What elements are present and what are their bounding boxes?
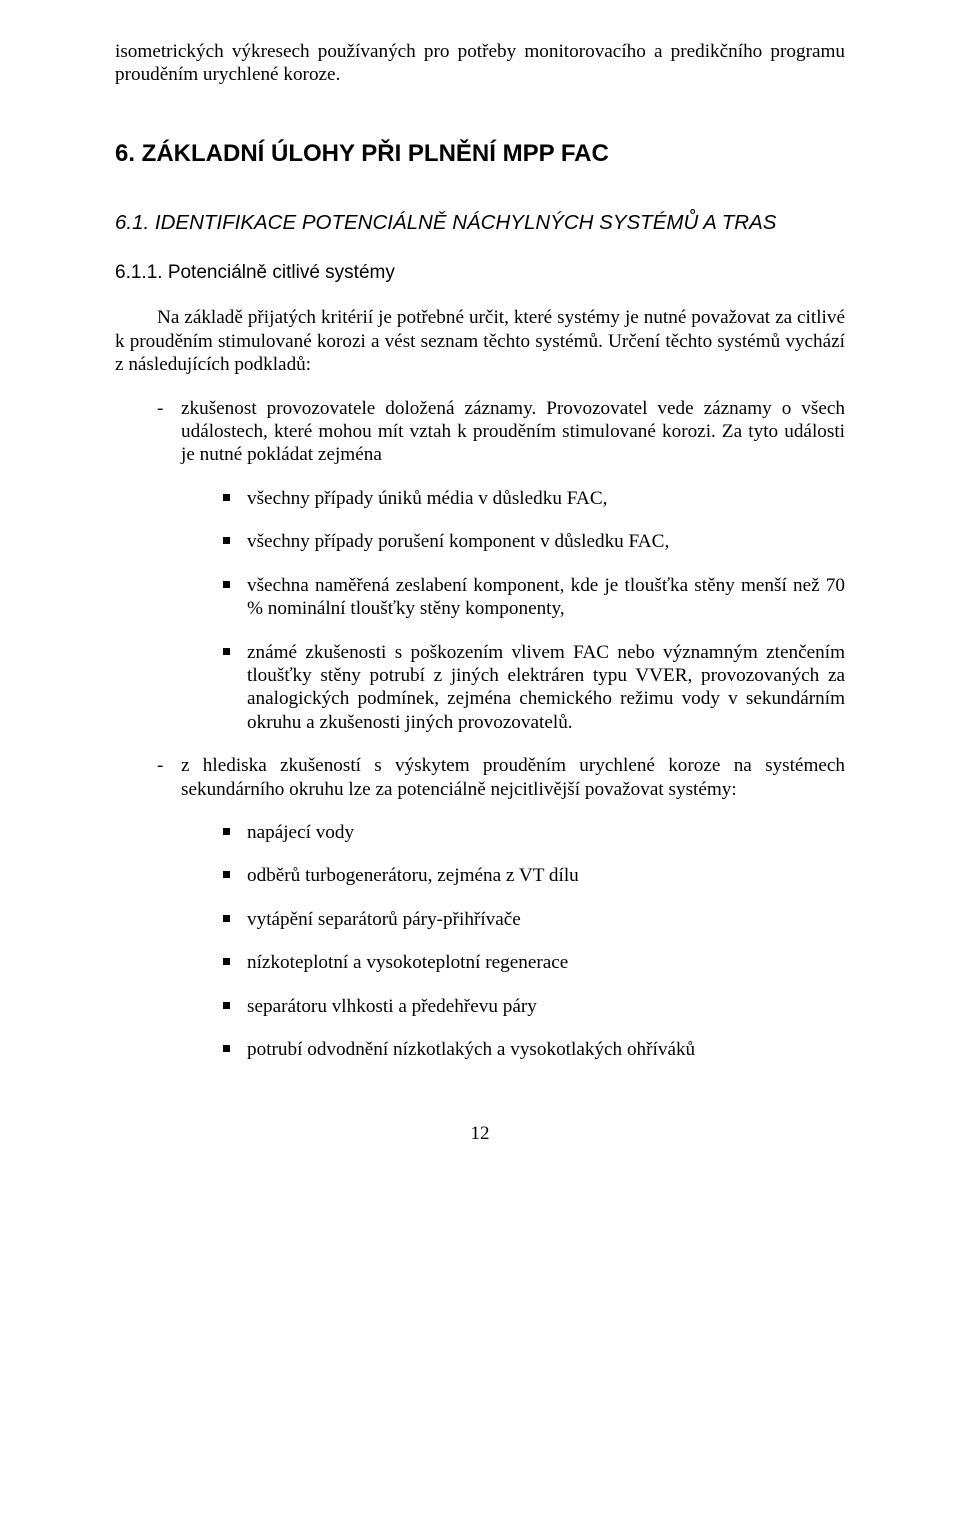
square-list: všechny případy úniků média v důsledku F… (181, 487, 845, 734)
list-item: všechny případy úniků média v důsledku F… (223, 487, 845, 510)
intro-paragraph: isometrických výkresech používaných pro … (115, 40, 845, 87)
list-item: všechny případy porušení komponent v důs… (223, 530, 845, 553)
list-item: nízkoteplotní a vysokoteplotní regenerac… (223, 951, 845, 974)
body-paragraph: Na základě přijatých kritérií je potřebn… (115, 306, 845, 376)
heading-3: 6.1.1. Potenciálně citlivé systémy (115, 261, 845, 284)
list-item: známé zkušenosti s poškozením vlivem FAC… (223, 641, 845, 735)
document-page: isometrických výkresech používaných pro … (0, 0, 960, 1537)
dash-list: zkušenost provozovatele doložená záznamy… (115, 397, 845, 1062)
heading-1: 6. ZÁKLADNÍ ÚLOHY PŘI PLNĚNÍ MPP FAC (115, 139, 845, 168)
heading-2-number: 6.1. (115, 211, 149, 234)
list-item: všechna naměřená zeslabení komponent, kd… (223, 574, 845, 621)
list-item: potrubí odvodnění nízkotlakých a vysokot… (223, 1038, 845, 1061)
list-item-text: z hlediska zkušeností s výskytem prouděn… (181, 755, 845, 799)
list-item: separátoru vlhkosti a předehřevu páry (223, 995, 845, 1018)
list-item: z hlediska zkušeností s výskytem prouděn… (157, 754, 845, 1061)
heading-2: 6.1. IDENTIFIKACE POTENCIÁLNĚ NÁCHYLNÝCH… (115, 210, 845, 235)
list-item: odběrů turbogenerátoru, zejména z VT díl… (223, 864, 845, 887)
page-number: 12 (115, 1122, 845, 1145)
list-item-text: zkušenost provozovatele doložená záznamy… (181, 398, 845, 466)
square-list: napájecí vody odběrů turbogenerátoru, ze… (181, 821, 845, 1062)
heading-2-text: IDENTIFIKACE POTENCIÁLNĚ NÁCHYLNÝCH SYST… (155, 211, 777, 234)
list-item: vytápění separátorů páry-přihřívače (223, 908, 845, 931)
list-item: napájecí vody (223, 821, 845, 844)
list-item: zkušenost provozovatele doložená záznamy… (157, 397, 845, 735)
